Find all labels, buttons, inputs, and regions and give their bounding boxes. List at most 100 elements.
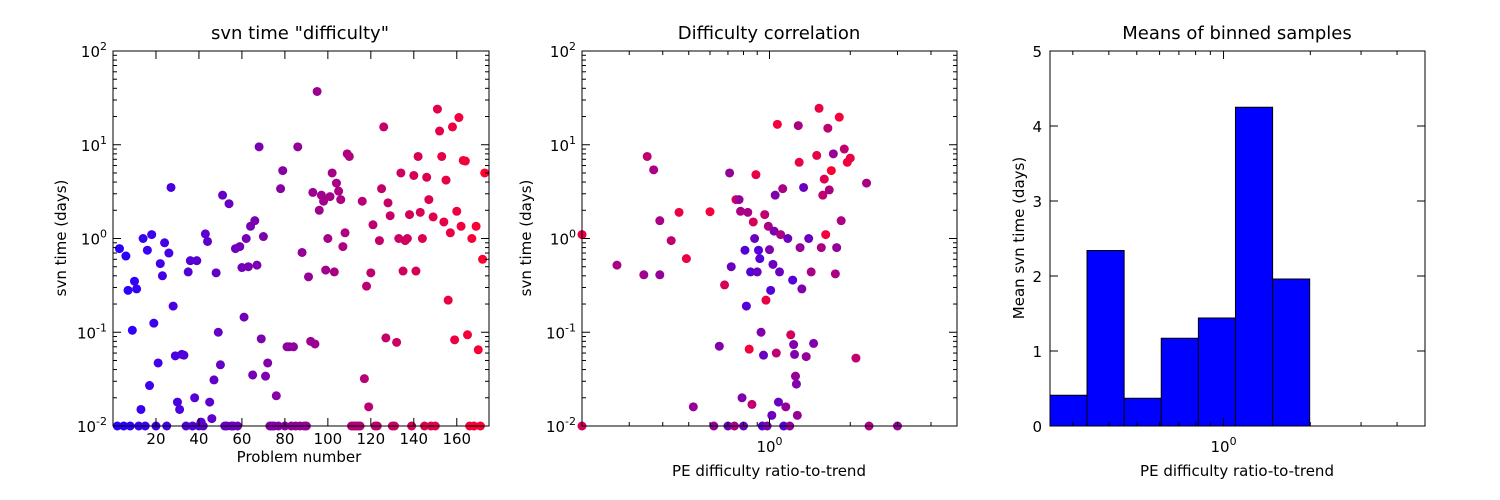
data-point [480,168,490,178]
data-point [761,295,771,305]
histogram-bar [1123,397,1162,427]
data-point [478,254,488,264]
data-point [775,267,785,277]
data-point [793,121,803,131]
data-point [642,151,652,161]
data-point [319,196,329,206]
data-point [443,295,453,305]
data-point [114,244,124,254]
y-axis-label: svn time (days) [517,180,535,297]
x-tick-label: 20 [146,430,165,448]
x-tick-label: 160 [442,430,471,448]
y-tick-label: 102 [81,40,107,61]
data-point [759,350,769,360]
chart-means-of-binned-samples: Means of binned samples 100 0 1 2 3 4 5 PE dif… [1010,23,1426,480]
chart-title: Means of binned samples [1122,23,1352,44]
data-point [797,284,807,294]
data-point [744,344,754,354]
data-point [192,256,202,266]
data-point [142,245,152,255]
y-tick-label: 0 [1032,418,1042,436]
histogram-bar [1086,250,1125,427]
data-point [428,212,438,222]
data-point [213,327,223,337]
data-point [649,165,659,175]
data-point [754,245,764,255]
data-point [164,248,174,258]
data-point [243,262,253,272]
data-point [450,335,460,345]
chart-title: svn time "difficulty" [211,23,389,44]
y-tick-label: 101 [550,134,576,155]
data-point [256,334,266,344]
data-point [734,195,744,205]
data-point [741,301,751,311]
data-point [172,397,182,407]
data-point [435,126,445,136]
data-point [773,397,783,407]
data-point [308,187,318,197]
data-point [441,175,451,185]
data-point [190,393,200,403]
data-point [437,151,447,161]
data-point [149,318,159,328]
y-tick-label: 3 [1032,193,1042,211]
data-point [157,271,167,281]
x-axis-label: Problem number [237,448,362,466]
data-point [396,168,406,178]
data-point [331,178,341,188]
data-point [460,156,470,166]
data-point [155,259,165,269]
y-axis-label: Mean svn time (days) [1010,157,1028,319]
y-tick-label: 10-2 [546,415,576,436]
data-point [756,327,766,337]
scatter-points [577,103,902,431]
data-point [746,267,756,277]
data-point [252,260,262,270]
data-point [276,184,286,194]
data-point [814,103,824,113]
data-point [791,379,801,389]
data-point [755,254,765,264]
data-point [132,284,142,294]
data-point [801,352,811,362]
data-point [768,259,778,269]
data-point [454,113,464,123]
histogram-bar [1197,317,1236,427]
data-point [851,353,861,363]
data-point [218,190,228,200]
data-point [314,205,324,215]
data-point [357,196,367,206]
data-point [824,185,834,195]
data-point [362,281,372,291]
data-point [409,170,419,180]
data-point [422,172,432,182]
data-point [834,112,844,122]
data-point [612,260,622,270]
data-point [261,371,271,381]
data-point [770,190,780,200]
data-point [705,207,715,217]
data-point [778,184,788,194]
x-tick-label: 120 [357,430,386,448]
data-point [666,236,676,246]
data-point [377,184,387,194]
data-point [828,149,838,159]
data-point [215,360,225,370]
data-point [147,230,157,240]
plot-frame [112,50,490,427]
data-point [250,216,260,226]
data-point [439,217,449,227]
data-point [338,242,348,252]
data-point [340,228,350,238]
data-point [720,280,730,290]
data-point [424,195,434,205]
data-point [456,221,466,231]
data-point [127,325,137,335]
data-point [806,267,816,277]
data-point [168,301,178,311]
y-tick-label: 1 [1032,343,1042,361]
data-point [473,345,483,355]
y-tick-label: 100 [550,228,576,249]
data-point [288,342,298,352]
